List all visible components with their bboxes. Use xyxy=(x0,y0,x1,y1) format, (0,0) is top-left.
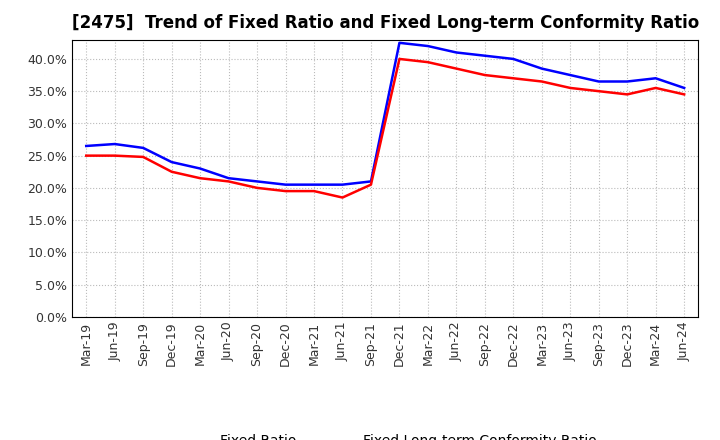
Fixed Ratio xyxy=(253,179,261,184)
Fixed Long-term Conformity Ratio xyxy=(225,179,233,184)
Line: Fixed Ratio: Fixed Ratio xyxy=(86,43,684,185)
Title: [2475]  Trend of Fixed Ratio and Fixed Long-term Conformity Ratio: [2475] Trend of Fixed Ratio and Fixed Lo… xyxy=(71,15,699,33)
Fixed Ratio xyxy=(566,73,575,78)
Fixed Long-term Conformity Ratio xyxy=(566,85,575,91)
Fixed Ratio xyxy=(509,56,518,62)
Fixed Long-term Conformity Ratio xyxy=(509,76,518,81)
Fixed Long-term Conformity Ratio xyxy=(110,153,119,158)
Fixed Long-term Conformity Ratio xyxy=(652,85,660,91)
Fixed Long-term Conformity Ratio xyxy=(139,154,148,160)
Fixed Long-term Conformity Ratio xyxy=(310,188,318,194)
Fixed Long-term Conformity Ratio xyxy=(480,73,489,78)
Fixed Ratio xyxy=(167,159,176,165)
Fixed Ratio xyxy=(139,145,148,150)
Fixed Ratio xyxy=(196,166,204,171)
Fixed Long-term Conformity Ratio xyxy=(452,66,461,71)
Fixed Ratio xyxy=(282,182,290,187)
Line: Fixed Long-term Conformity Ratio: Fixed Long-term Conformity Ratio xyxy=(86,59,684,198)
Fixed Ratio xyxy=(338,182,347,187)
Fixed Long-term Conformity Ratio xyxy=(82,153,91,158)
Fixed Long-term Conformity Ratio xyxy=(282,188,290,194)
Fixed Ratio xyxy=(366,179,375,184)
Fixed Ratio xyxy=(537,66,546,71)
Fixed Long-term Conformity Ratio xyxy=(338,195,347,200)
Fixed Ratio xyxy=(110,141,119,147)
Fixed Long-term Conformity Ratio xyxy=(423,59,432,65)
Fixed Ratio xyxy=(623,79,631,84)
Fixed Ratio xyxy=(395,40,404,45)
Fixed Long-term Conformity Ratio xyxy=(595,88,603,94)
Fixed Ratio xyxy=(82,143,91,149)
Fixed Long-term Conformity Ratio xyxy=(680,92,688,97)
Fixed Ratio xyxy=(652,76,660,81)
Fixed Long-term Conformity Ratio xyxy=(196,176,204,181)
Fixed Ratio xyxy=(225,176,233,181)
Legend: Fixed Ratio, Fixed Long-term Conformity Ratio: Fixed Ratio, Fixed Long-term Conformity … xyxy=(168,429,602,440)
Fixed Ratio xyxy=(480,53,489,59)
Fixed Ratio xyxy=(423,44,432,49)
Fixed Long-term Conformity Ratio xyxy=(366,182,375,187)
Fixed Long-term Conformity Ratio xyxy=(537,79,546,84)
Fixed Long-term Conformity Ratio xyxy=(253,185,261,191)
Fixed Long-term Conformity Ratio xyxy=(167,169,176,174)
Fixed Ratio xyxy=(452,50,461,55)
Fixed Long-term Conformity Ratio xyxy=(395,56,404,62)
Fixed Long-term Conformity Ratio xyxy=(623,92,631,97)
Fixed Ratio xyxy=(310,182,318,187)
Fixed Ratio xyxy=(680,85,688,91)
Fixed Ratio xyxy=(595,79,603,84)
